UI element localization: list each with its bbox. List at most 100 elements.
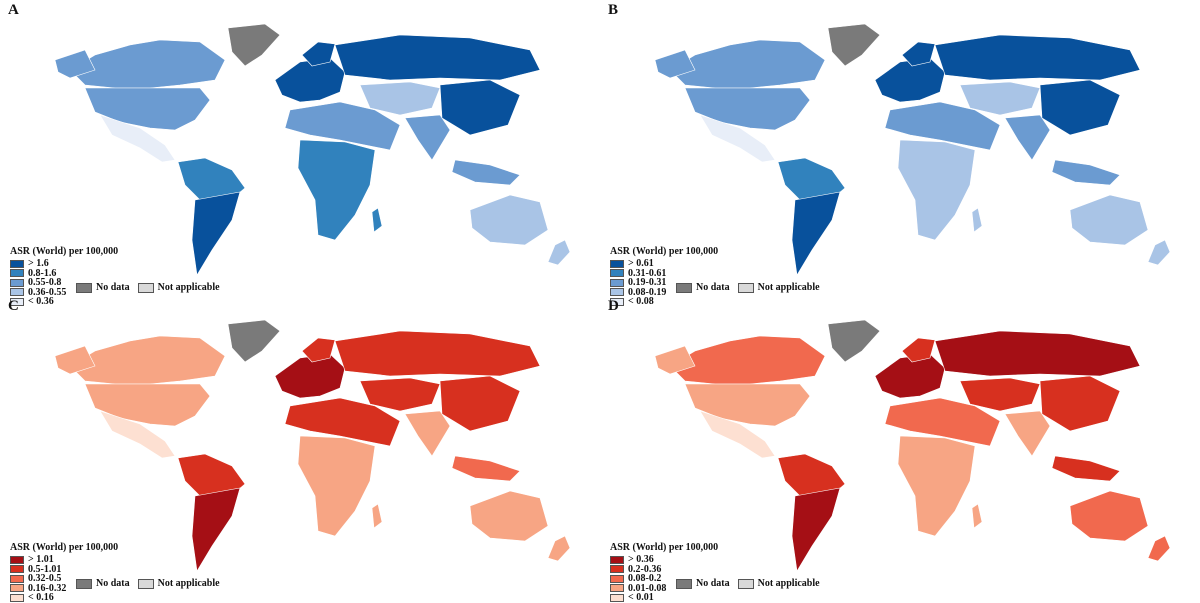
region-8	[934, 34, 1141, 81]
region-16	[451, 159, 521, 186]
no-data-label: No data	[696, 282, 730, 293]
legend-title: ASR (World) per 100,000	[10, 246, 119, 257]
region-12	[1004, 410, 1051, 457]
panel-letter: D	[608, 298, 619, 314]
legend-title: ASR (World) per 100,000	[610, 542, 719, 553]
legend-class-row: 0.32-0.5	[10, 573, 118, 584]
legend-label: < 0.01	[628, 592, 654, 603]
region-15	[469, 490, 549, 542]
legend-extra: No data Not applicable	[76, 282, 220, 293]
region-3	[699, 410, 776, 459]
region-15	[1147, 535, 1171, 562]
region-15	[547, 239, 571, 266]
not-applicable-label: Not applicable	[157, 282, 220, 293]
legend-swatch	[10, 555, 24, 564]
legend-classes: > 0.61 0.31-0.61 0.19-0.31 0.08-0.19 < 0.08	[610, 258, 718, 308]
panel-letter: B	[608, 2, 619, 18]
region-15	[547, 535, 571, 562]
legend-label: 0.01-0.08	[628, 582, 667, 594]
legend-label: 0.5-1.01	[28, 563, 62, 575]
region-15	[1069, 194, 1149, 246]
region-13	[439, 375, 521, 432]
region-0	[669, 335, 826, 385]
legend-swatch	[610, 574, 624, 583]
region-10	[371, 503, 383, 529]
world-map	[54, 23, 571, 276]
region-11	[359, 81, 441, 116]
region-5	[191, 487, 241, 572]
region-6	[274, 57, 346, 103]
legend-class-row: 0.31-0.61	[610, 267, 718, 279]
not-applicable-swatch	[137, 578, 154, 589]
country-regions	[54, 319, 571, 572]
legend: ASR (World) per 100,000 > 0.61 0.31-0.61 0…	[610, 246, 820, 308]
region-10	[897, 139, 976, 241]
region-1	[84, 383, 211, 427]
legend-label: > 0.61	[628, 258, 654, 270]
region-15	[1069, 490, 1149, 542]
legend-swatch	[610, 555, 624, 564]
legend-extra: No data Not applicable	[676, 578, 820, 589]
region-3	[99, 410, 176, 459]
region-10	[297, 139, 376, 241]
legend-swatch	[610, 565, 624, 574]
legend-classes: > 1.6 0.8-1.6 0.55-0.8 0.36-0.55 < 0.36	[10, 258, 118, 307]
region-9	[884, 397, 1001, 447]
region-5	[191, 191, 241, 276]
legend-swatch	[10, 269, 24, 278]
legend-class-row: 0.55-0.8	[10, 277, 118, 289]
legend-swatch	[610, 278, 624, 287]
region-1	[84, 87, 211, 131]
legend-label: < 0.08	[628, 296, 654, 308]
legend-swatch	[10, 593, 24, 602]
region-1	[684, 87, 811, 131]
region-10	[897, 435, 976, 537]
region-10	[971, 207, 983, 233]
legend-label: 0.08-0.2	[628, 573, 662, 585]
region-10	[371, 207, 383, 233]
region-10	[297, 435, 376, 537]
no-data-label: No data	[696, 578, 730, 589]
legend-label: > 1.6	[28, 258, 49, 270]
region-0	[669, 39, 826, 89]
legend-class-row: > 1.01	[10, 554, 118, 566]
legend-label: > 1.01	[28, 554, 54, 566]
region-2	[654, 345, 696, 375]
panel-a: A ASR (World) per 100,000 > 1.6 0.8-1.6 0.…	[0, 0, 600, 307]
legend-swatch	[10, 288, 24, 297]
legend-class-row: < 0.16	[10, 592, 118, 603]
region-16	[1051, 159, 1121, 186]
region-1	[684, 383, 811, 427]
region-no-data	[827, 23, 881, 67]
legend-class-row: 0.08-0.19	[610, 287, 718, 298]
legend-swatch	[10, 278, 24, 287]
legend-class-row: 0.8-1.6	[10, 268, 118, 279]
legend-label: 0.2-0.36	[628, 563, 662, 575]
legend-class-row: 0.2-0.36	[610, 563, 718, 575]
legend-label: 0.36-0.55	[28, 286, 67, 298]
panel-d: D ASR (World) per 100,000 > 0.36 0.2-0.36…	[600, 296, 1200, 603]
no-data-swatch	[76, 578, 92, 589]
legend-title: ASR (World) per 100,000	[10, 542, 119, 553]
region-13	[1039, 79, 1121, 136]
country-regions	[654, 23, 1171, 276]
region-16	[1051, 455, 1121, 482]
region-8	[334, 330, 541, 377]
legend-label: 0.31-0.61	[628, 267, 667, 279]
region-11	[359, 377, 441, 412]
region-8	[334, 34, 541, 81]
no-data-label: No data	[96, 282, 130, 293]
panel-b: B ASR (World) per 100,000 > 0.61 0.31-0.6…	[600, 0, 1200, 307]
region-12	[1004, 114, 1051, 161]
legend: ASR (World) per 100,000 > 1.01 0.5-1.01 0.…	[10, 542, 220, 603]
region-16	[451, 455, 521, 482]
legend-label: 0.55-0.8	[28, 277, 62, 289]
not-applicable-label: Not applicable	[157, 578, 220, 589]
panel-letter: C	[8, 298, 19, 314]
world-map	[654, 319, 1171, 572]
legend-class-row: 0.5-1.01	[10, 563, 118, 575]
region-12	[404, 114, 451, 161]
legend: ASR (World) per 100,000 > 0.36 0.2-0.36 0.…	[610, 542, 820, 603]
legend-class-row: > 0.61	[610, 258, 718, 270]
legend-class-row: > 0.36	[610, 554, 718, 565]
